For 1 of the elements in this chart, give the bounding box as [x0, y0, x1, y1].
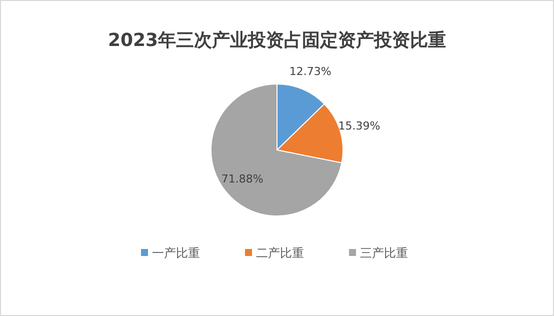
title: 2023年三次产业投资占固定资产投资比重 — [108, 30, 446, 51]
